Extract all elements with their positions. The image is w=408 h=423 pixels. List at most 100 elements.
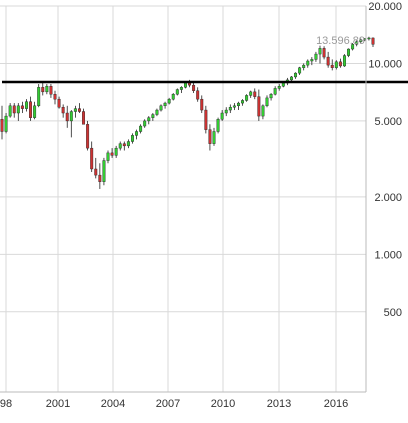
candle-body [130, 135, 134, 142]
candle-body [135, 131, 139, 136]
y-tick-label: 2.000 [374, 192, 402, 204]
candle [130, 133, 134, 144]
candle [200, 95, 204, 114]
candle-body [0, 119, 4, 132]
candle [212, 127, 216, 146]
candle [302, 63, 306, 71]
y-tick-label: 500 [384, 307, 402, 319]
candle [106, 150, 110, 164]
candle-body [94, 168, 98, 176]
candle-body [281, 82, 285, 87]
candle-body [212, 131, 216, 144]
x-tick-label: 2004 [101, 398, 125, 410]
candle-body [4, 115, 8, 132]
candle-body [118, 143, 122, 149]
x-tick-label: 2010 [211, 398, 235, 410]
candle-body [143, 120, 147, 127]
x-tick-label: 98 [0, 398, 12, 410]
candle-body [139, 125, 143, 132]
candle [69, 110, 73, 138]
candle [143, 119, 147, 128]
candle [367, 36, 371, 41]
candle [277, 84, 281, 91]
candle-body [330, 64, 334, 68]
candle [294, 72, 298, 79]
candle-layer [0, 36, 375, 189]
candle [82, 108, 86, 125]
candle [257, 89, 261, 121]
candle-body [216, 119, 220, 132]
candle [273, 86, 277, 96]
candle [94, 157, 98, 179]
candle [322, 46, 326, 60]
candle [139, 124, 143, 134]
candle-body [228, 106, 232, 111]
candle [90, 141, 94, 172]
candle [220, 110, 224, 121]
candle [53, 90, 57, 105]
candle-body [167, 98, 171, 104]
candle [4, 113, 8, 134]
candle-body [338, 61, 342, 67]
candle-body [155, 109, 159, 115]
candle [338, 58, 342, 68]
candle [241, 99, 245, 106]
candle [102, 157, 106, 186]
candle-body [106, 152, 110, 161]
candle [359, 38, 363, 44]
candle [86, 120, 90, 151]
candle [208, 124, 212, 151]
candle-body [33, 105, 37, 118]
candle-body [302, 64, 306, 68]
last-price-label: 13.596,89 [316, 35, 365, 47]
candle-body [179, 87, 183, 90]
candle [73, 105, 77, 118]
candle [41, 81, 45, 96]
candle-body [314, 53, 318, 60]
candle-body [310, 59, 314, 62]
candle-body [8, 105, 12, 117]
candle-body [294, 72, 298, 78]
candle [151, 113, 155, 121]
candle [8, 103, 12, 118]
candle-body [359, 39, 363, 42]
candle [330, 59, 334, 71]
candle-body [188, 82, 192, 86]
candle [245, 94, 249, 102]
candle-body [61, 106, 65, 114]
candle-body [257, 96, 261, 117]
candle [114, 145, 118, 158]
candle [65, 105, 69, 128]
candle-body [147, 117, 151, 122]
candle-body [98, 174, 102, 182]
candle [167, 97, 171, 105]
candle [216, 117, 220, 134]
candle-body [65, 112, 69, 122]
candle [298, 66, 302, 76]
x-tick-label: 2016 [324, 398, 348, 410]
y-tick-label: 20.000 [368, 1, 402, 13]
candle [122, 141, 126, 151]
candle-body [347, 48, 351, 56]
candle [232, 103, 236, 111]
candle [261, 104, 265, 120]
candle [351, 42, 355, 51]
candle [269, 93, 273, 101]
candle [318, 45, 322, 64]
candle-body [183, 82, 187, 88]
candle [306, 59, 310, 68]
candle-body [342, 55, 346, 67]
overlay-layer: 13.596,89 [2, 35, 408, 84]
candle [347, 48, 351, 58]
candle [175, 88, 179, 96]
candle [314, 51, 318, 62]
candle-body [53, 94, 57, 100]
candle [24, 99, 28, 112]
x-tick-label: 2001 [46, 398, 70, 410]
candle-body [159, 105, 163, 111]
candle [135, 129, 139, 140]
candle-body [220, 112, 224, 120]
candle-body [306, 60, 310, 66]
candle [12, 103, 16, 118]
